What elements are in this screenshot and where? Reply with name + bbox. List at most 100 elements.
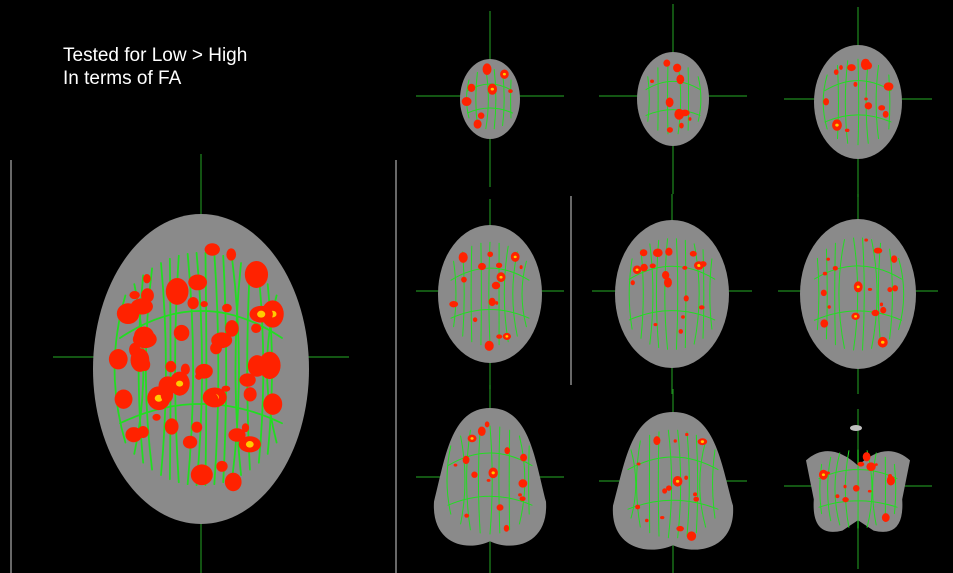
- significant-cluster: [892, 285, 899, 292]
- significant-cluster: [487, 251, 494, 258]
- significant-cluster: [665, 97, 674, 108]
- thumbnail-slice-3: [784, 7, 932, 197]
- significant-cluster: [461, 276, 467, 283]
- cluster-peak: [245, 440, 254, 448]
- significant-cluster: [883, 82, 894, 91]
- significant-cluster: [678, 329, 683, 334]
- significant-cluster: [887, 287, 893, 293]
- significant-cluster: [164, 418, 179, 435]
- significant-cluster: [847, 64, 856, 72]
- significant-cluster: [820, 289, 827, 297]
- significant-cluster: [477, 112, 485, 119]
- significant-cluster: [187, 296, 199, 310]
- significant-cluster: [114, 389, 133, 409]
- significant-cluster: [684, 475, 689, 480]
- significant-cluster: [660, 516, 665, 520]
- axial-slice-main: [53, 154, 349, 573]
- significant-cluster: [458, 252, 468, 263]
- significant-cluster: [862, 452, 871, 462]
- significant-cluster: [842, 497, 849, 503]
- significant-cluster: [478, 262, 486, 271]
- significant-cluster: [823, 98, 830, 106]
- significant-cluster: [699, 261, 707, 267]
- significant-cluster: [244, 261, 269, 288]
- significant-cluster: [820, 319, 829, 328]
- significant-cluster: [663, 277, 672, 288]
- significant-cluster: [886, 475, 895, 486]
- tissue-fragment: [850, 425, 862, 431]
- cluster-peak: [880, 340, 885, 344]
- significant-cluster: [652, 248, 663, 258]
- significant-cluster: [519, 265, 523, 270]
- significant-cluster: [449, 300, 459, 308]
- significant-cluster: [182, 435, 198, 449]
- significant-cluster: [673, 439, 677, 443]
- significant-cluster: [165, 277, 189, 305]
- cluster-peak: [513, 255, 517, 259]
- significant-cluster: [666, 485, 672, 491]
- significant-cluster: [879, 302, 884, 307]
- significant-cluster: [653, 436, 661, 446]
- significant-cluster: [496, 262, 503, 269]
- significant-cluster: [881, 513, 890, 522]
- significant-cluster: [689, 250, 697, 257]
- significant-cluster: [891, 255, 898, 263]
- significant-cluster: [844, 128, 850, 133]
- significant-cluster: [685, 432, 689, 437]
- significant-cluster: [263, 393, 283, 415]
- significant-cluster: [143, 274, 151, 284]
- thumbnail-slice-5: [592, 194, 752, 394]
- significant-cluster: [477, 426, 486, 436]
- significant-cluster: [676, 525, 684, 532]
- significant-cluster: [832, 266, 838, 271]
- significant-cluster: [190, 464, 213, 486]
- significant-cluster: [673, 63, 682, 73]
- significant-cluster: [224, 472, 242, 492]
- significant-cluster: [882, 110, 889, 118]
- significant-cluster: [833, 69, 839, 76]
- significant-cluster: [243, 387, 257, 402]
- significant-cluster: [650, 79, 655, 84]
- significant-cluster: [649, 263, 656, 269]
- significant-cluster: [129, 290, 140, 300]
- significant-cluster: [472, 317, 478, 323]
- cluster-peak: [490, 87, 494, 91]
- figure-caption: Tested for Low > High In terms of FA: [63, 44, 247, 90]
- significant-cluster: [221, 385, 231, 392]
- thumbnail-slice-4: [416, 199, 564, 389]
- significant-cluster: [682, 265, 688, 270]
- significant-cluster: [878, 105, 886, 111]
- significant-cluster: [826, 257, 830, 261]
- significant-cluster: [852, 485, 860, 492]
- significant-cluster: [486, 478, 491, 482]
- cluster-peak: [697, 264, 701, 267]
- significant-cluster: [873, 247, 883, 254]
- significant-cluster: [676, 74, 685, 85]
- significant-cluster: [241, 423, 250, 433]
- significant-cluster: [125, 427, 143, 443]
- brain-tissue: [615, 220, 729, 368]
- significant-cluster: [495, 301, 499, 305]
- thumbnail-slice-9: [784, 409, 932, 569]
- significant-cluster: [864, 238, 868, 242]
- significant-cluster: [640, 263, 648, 272]
- significant-cluster: [693, 496, 700, 502]
- cluster-peak: [470, 437, 474, 440]
- significant-cluster: [683, 295, 689, 302]
- significant-cluster: [666, 127, 673, 133]
- significant-cluster: [503, 524, 510, 532]
- significant-cluster: [216, 460, 228, 472]
- significant-cluster: [180, 363, 190, 375]
- significant-cluster: [239, 373, 256, 387]
- significant-cluster: [225, 320, 239, 337]
- significant-cluster: [228, 428, 246, 442]
- significant-cluster: [874, 463, 878, 466]
- significant-cluster: [222, 303, 232, 313]
- significant-cluster: [520, 453, 528, 462]
- significant-cluster: [636, 462, 641, 466]
- cluster-peak: [835, 123, 839, 127]
- cluster-peak: [635, 268, 639, 272]
- significant-cluster: [686, 531, 697, 541]
- significant-cluster: [491, 281, 501, 290]
